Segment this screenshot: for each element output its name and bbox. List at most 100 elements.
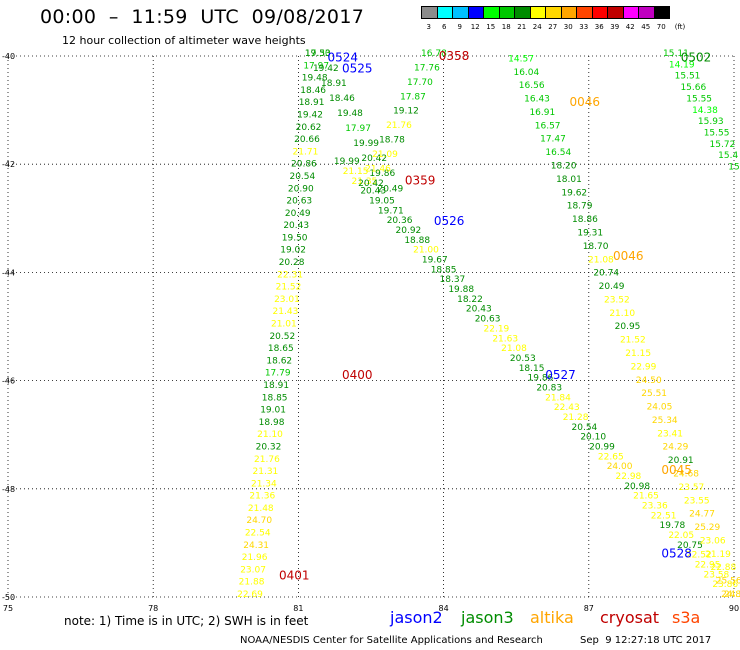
wave-height-value: 23.01	[274, 295, 300, 305]
wave-height-value: 20.74	[593, 269, 619, 279]
axis-ticks: 75 78 81 84 87 90 -40 -42 -44 -46 -48 -50	[2, 52, 739, 613]
y-tick-label: -40	[2, 52, 15, 61]
wave-height-value: 19.86	[369, 169, 395, 179]
wave-height-value: 19.62	[561, 188, 587, 198]
wave-height-value: 20.42	[358, 179, 384, 189]
wave-height-value: 16.54	[545, 148, 571, 158]
track-jason3-far-east: 15.1114.1915.5115.6615.5514.3815.9315.55…	[663, 49, 740, 173]
wave-height-value: 19.86	[528, 374, 554, 384]
wave-height-value: 25.34	[652, 416, 678, 426]
wave-height-value: 23.07	[240, 565, 266, 575]
wave-height-value: 19.50	[282, 233, 308, 243]
wave-height-value: 21.28	[563, 413, 589, 423]
wave-height-value: 20.83	[536, 383, 562, 393]
track-jason3-s-track: 14.57 16.04 16.56 16.43 16.91 16.57 17.47 16.54…	[508, 54, 740, 600]
wave-height-value: 23.58	[704, 570, 730, 580]
pass-label-altika: 0046	[613, 249, 644, 263]
wave-height-value: 24.68	[673, 469, 699, 479]
wave-height-value: 20.43	[360, 187, 386, 197]
wave-height-value: 20.43	[283, 221, 309, 231]
wave-height-value: 20.91	[668, 456, 694, 466]
wave-height-value: 18.91	[321, 79, 347, 89]
wave-height-value: 19.99	[353, 139, 379, 149]
wave-height-value: 22.31	[277, 270, 303, 280]
legend-jason2: jason2	[390, 608, 443, 627]
wave-height-value: 15.66	[680, 83, 706, 93]
wave-height-value: 19.48	[302, 74, 328, 84]
scale-label: 21	[517, 23, 527, 31]
y-tick-label: -50	[2, 593, 15, 602]
wave-height-value: 15.72	[710, 140, 736, 150]
wave-height-value: 25.51	[641, 389, 667, 399]
scale-label: 45	[641, 23, 651, 31]
wave-height-value: 15	[728, 163, 739, 173]
wave-height-value: 15.51	[675, 72, 701, 82]
pass-label-cryosat: 0400	[342, 368, 373, 382]
wave-height-value: 21.01	[271, 320, 297, 330]
wave-height-value: 20.63	[475, 315, 501, 325]
footnote: note: 1) Time is in UTC; 2) SWH is in fe…	[64, 614, 309, 628]
wave-height-value: 24.50	[636, 376, 662, 386]
scale-swatch	[653, 6, 670, 19]
wave-height-value: 19.99	[334, 157, 360, 167]
wave-height-value: 24.05	[647, 403, 673, 413]
wave-height-value: 15.11	[663, 49, 689, 59]
wave-height-value: 25.29	[694, 523, 720, 533]
wave-height-value: 22.43	[554, 403, 580, 413]
wave-height-value: 22.95	[695, 560, 721, 570]
wave-height-value: 21.08	[588, 255, 614, 265]
wave-height-value: 20.92	[396, 226, 422, 236]
pass-label-cryosat: 0358	[439, 49, 470, 63]
wave-height-value: 19.48	[337, 109, 363, 119]
wave-height-value: 20.98	[624, 482, 650, 492]
wave-height-value: 19.01	[260, 406, 286, 416]
scale-label: 30	[563, 23, 573, 31]
pass-label-jason2: 0527	[545, 368, 576, 382]
wave-height-value: 21.63	[492, 334, 518, 344]
wave-height-value: 19.53	[305, 49, 331, 59]
wave-height-value: 23.52	[604, 295, 630, 305]
wave-height-value: 24.3	[724, 590, 740, 600]
wave-height-value: 20.62	[296, 123, 322, 133]
x-tick-label: 81	[293, 604, 303, 613]
scale-label: 42	[625, 23, 635, 31]
wave-height-value: 20.42	[361, 154, 387, 164]
x-tick-label: 90	[729, 604, 739, 613]
wave-height-value: 18.22	[457, 295, 483, 305]
lat-lon-grid	[7, 55, 735, 598]
wave-height-value: 18.78	[379, 136, 405, 146]
wave-height-value: 20.49	[377, 184, 403, 194]
wave-height-value: 19.78	[660, 521, 686, 531]
wave-height-value: 18.01	[556, 175, 582, 185]
wave-height-value: 20.43	[466, 305, 492, 315]
wave-height-value: 19.31	[577, 228, 603, 238]
scale-labels: 3 6 9 12 15 18 21 24 27 30 33 36 39 42 45 70 (ft)	[421, 19, 691, 31]
wave-height-value: 21.96	[242, 553, 268, 563]
pass-label-altika: 0045	[661, 463, 692, 477]
wave-height-value: 23.86	[712, 580, 738, 590]
wave-height-value: 20.53	[510, 354, 536, 364]
wave-height-value: 20.36	[387, 216, 413, 226]
legend-cryosat: cryosat	[600, 608, 660, 627]
wave-height-value: 23.36	[642, 501, 668, 511]
wave-height-value: 17.87	[400, 92, 426, 102]
scale-label: 3	[426, 23, 431, 31]
wave-height-value: 23.55	[684, 496, 710, 506]
wave-height-value: 24.29	[663, 443, 689, 453]
wave-height-color-scale: 3 6 9 12 15 18 21 24 27 30 33 36 39 42 45 70 (ft)	[421, 6, 691, 31]
x-tick-label: 75	[3, 604, 13, 613]
y-tick-label: -48	[2, 485, 15, 494]
wave-height-value: 19.05	[369, 197, 395, 207]
pass-label-jason2: 0525	[342, 61, 373, 75]
wave-height-value: 21.52	[276, 283, 302, 293]
wave-height-value: 19.42	[297, 110, 323, 120]
wave-height-value: 19.67	[422, 256, 448, 266]
wave-height-value: 16.91	[529, 108, 555, 118]
track-jason3-desc-a: 19.9921.1521.3520.4319.0519.7120.3620.92…	[334, 157, 740, 600]
x-tick-label: 87	[584, 604, 594, 613]
wave-height-value: 21.43	[273, 307, 299, 317]
track-jason3-desc-b: 16.78 17.76 17.70 17.87 19.12 21.76 18.78 21.09…	[358, 49, 447, 189]
wave-height-value: 18.70	[583, 242, 609, 252]
wave-height-value: 14.19	[669, 60, 695, 70]
